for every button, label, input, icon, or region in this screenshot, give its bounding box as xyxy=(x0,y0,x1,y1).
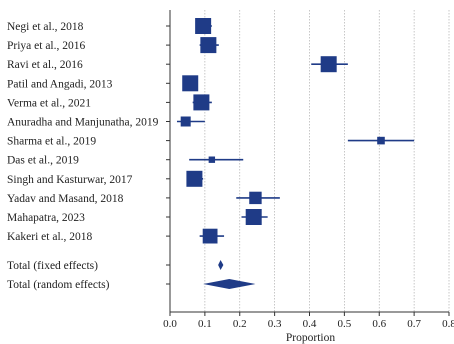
study-label: Priya et al., 2016 xyxy=(7,40,85,52)
grid-lines xyxy=(204,10,450,312)
x-tick-label: 0.6 xyxy=(372,318,386,330)
study-marker xyxy=(186,170,203,187)
summary-label: Total (random effects) xyxy=(7,279,110,291)
x-tick-label: 0.3 xyxy=(268,318,282,330)
x-tick-label: 0.4 xyxy=(303,318,317,330)
study-markers xyxy=(176,18,415,244)
study-label: Patil and Angadi, 2013 xyxy=(7,78,113,90)
study-label: Verma et al., 2021 xyxy=(7,97,91,109)
x-tick-label: 0.1 xyxy=(198,318,212,330)
x-tick-label: 0.2 xyxy=(233,318,247,330)
x-tick-label: 0.5 xyxy=(338,318,352,330)
study-label: Kakeri et al., 2018 xyxy=(7,231,93,243)
study-marker xyxy=(249,191,262,205)
plot-frame xyxy=(166,10,449,313)
study-labels: Negi et al., 2018 Priya et al., 2016 Ravi … xyxy=(7,21,159,291)
study-marker xyxy=(193,94,210,111)
x-tick-label: 0.0 xyxy=(163,318,177,330)
study-label: Negi et al., 2018 xyxy=(7,21,84,33)
x-axis: Proportion 0.0 0.1 0.2 0.3 0.4 0.5 0.6 0.7 0.8 xyxy=(163,312,454,344)
study-label: Singh and Kasturwar, 2017 xyxy=(7,174,133,186)
study-label: Mahapatra, 2023 xyxy=(7,212,85,224)
fixed-effects-diamond xyxy=(218,260,224,270)
random-effects-diamond xyxy=(203,279,256,289)
study-label: Das et al., 2019 xyxy=(7,155,79,167)
x-axis-title: Proportion xyxy=(286,332,335,344)
summary-markers xyxy=(203,260,256,289)
study-marker xyxy=(180,116,191,127)
study-label: Anuradha and Manjunatha, 2019 xyxy=(7,117,159,129)
x-tick-label: 0.8 xyxy=(442,318,454,330)
study-marker xyxy=(195,18,212,34)
study-marker xyxy=(202,228,218,244)
study-label: Ravi et al., 2016 xyxy=(7,59,83,71)
study-label: Sharma et al., 2019 xyxy=(7,136,96,148)
x-tick-label: 0.7 xyxy=(407,318,421,330)
study-marker xyxy=(245,209,262,225)
study-marker xyxy=(208,156,216,163)
study-label: Yadav and Masand, 2018 xyxy=(7,193,124,205)
study-marker xyxy=(200,37,217,54)
study-marker xyxy=(320,56,337,73)
study-marker xyxy=(377,136,385,145)
summary-label: Total (fixed effects) xyxy=(7,260,98,272)
study-marker xyxy=(182,75,199,92)
